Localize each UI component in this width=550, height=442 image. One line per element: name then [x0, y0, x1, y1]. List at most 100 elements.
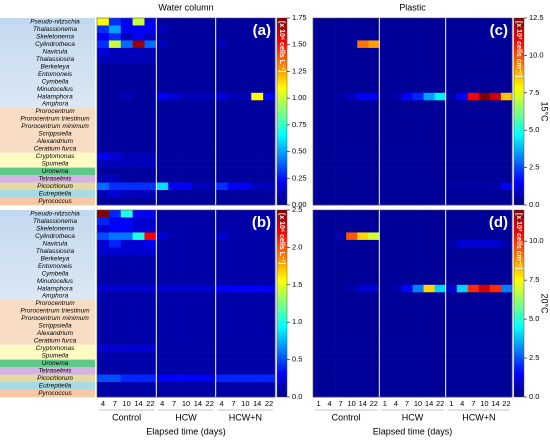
- heat-cell: [97, 329, 110, 338]
- heat-cell: [203, 359, 216, 368]
- x-axis-title: Elapsed time (days): [373, 426, 453, 436]
- heat-cell: [324, 217, 336, 226]
- heat-cell: [379, 145, 391, 153]
- heat-cell: [478, 367, 491, 375]
- heat-cell: [97, 152, 110, 161]
- heat-cell: [500, 115, 513, 124]
- heat-cell: [456, 337, 469, 345]
- heat-cell: [120, 352, 133, 360]
- heat-cell: [423, 47, 435, 56]
- heat-cell: [313, 307, 325, 316]
- heat-cell: [412, 55, 424, 64]
- heat-cell: [191, 329, 205, 338]
- taxon-label: Thalassionema: [33, 218, 77, 225]
- heat-cell: [390, 137, 402, 146]
- taxon-band: [0, 374, 95, 383]
- heat-cell: [120, 337, 133, 345]
- heat-cell: [478, 77, 491, 86]
- heat-cell: [489, 152, 502, 161]
- heat-cell: [357, 122, 369, 131]
- heat-cell: [108, 70, 122, 79]
- heat-cell: [478, 62, 491, 71]
- heat-cell: [203, 210, 216, 218]
- heat-cell: [445, 389, 458, 398]
- heat-cell: [412, 269, 424, 278]
- taxon-band: [0, 107, 95, 116]
- heat-cell: [227, 247, 240, 256]
- heat-cell: [168, 85, 181, 94]
- heat-cell: [456, 167, 469, 176]
- heat-cell: [412, 197, 424, 206]
- heat-cell: [445, 40, 458, 49]
- heat-cell: [227, 77, 240, 86]
- heat-cell: [368, 85, 380, 94]
- heat-cell: [132, 18, 145, 26]
- heat-cell: [401, 62, 413, 71]
- heat-cell: [357, 307, 369, 316]
- heat-cell: [156, 190, 169, 198]
- heat-cell: [168, 70, 181, 79]
- heat-cell: [313, 130, 325, 138]
- heat-cell: [335, 130, 347, 138]
- heat-cell: [390, 145, 402, 153]
- row-title: 15°C: [540, 101, 550, 122]
- heat-cell: [108, 25, 122, 34]
- heat-cell: [434, 62, 446, 71]
- heat-cell: [251, 160, 264, 168]
- heat-cell: [434, 115, 446, 124]
- heat-cell: [108, 277, 122, 286]
- heat-cell: [203, 130, 216, 138]
- taxon-band: [0, 25, 95, 34]
- heat-cell: [335, 307, 347, 316]
- heat-cell: [97, 217, 110, 226]
- heat-cell: [401, 130, 413, 138]
- heat-cell: [346, 314, 358, 323]
- heat-cell: [423, 62, 435, 71]
- heat-cell: [467, 130, 480, 138]
- heat-cell: [500, 92, 513, 101]
- heat-cell: [132, 224, 145, 233]
- heat-cell: [357, 160, 369, 168]
- heat-cell: [500, 277, 513, 286]
- heat-cell: [489, 292, 502, 301]
- heat-cell: [445, 47, 458, 56]
- heat-cell: [379, 269, 391, 278]
- taxon-band: [0, 47, 95, 56]
- heat-cell: [251, 247, 264, 256]
- heat-cell: [335, 160, 347, 168]
- heat-cell: [324, 25, 336, 34]
- taxon-band: [0, 344, 95, 353]
- heat-cell: [263, 337, 276, 345]
- heat-cell: [423, 247, 435, 256]
- heat-cell: [180, 182, 193, 191]
- heat-cell: [132, 77, 145, 86]
- heat-cell: [313, 77, 325, 86]
- heat-cell: [239, 115, 252, 124]
- heat-cell: [180, 55, 193, 64]
- heat-cell: [191, 232, 205, 241]
- heat-cell: [489, 115, 502, 124]
- heat-cell: [324, 262, 336, 271]
- heat-cell: [390, 352, 402, 360]
- heat-cell: [478, 329, 491, 338]
- heat-cell: [434, 352, 446, 360]
- heat-cell: [390, 307, 402, 316]
- heat-cell: [120, 217, 133, 226]
- heat-cell: [489, 382, 502, 390]
- heat-cell: [467, 239, 480, 248]
- heat-cell: [132, 367, 145, 375]
- heat-cell: [500, 307, 513, 316]
- heat-cell: [401, 137, 413, 146]
- heat-cell: [390, 359, 402, 368]
- x-tick-label: 1: [383, 399, 387, 408]
- heat-cell: [346, 284, 358, 293]
- heat-cell: [401, 160, 413, 168]
- heat-cell: [132, 197, 145, 206]
- heat-cell: [203, 262, 216, 271]
- heat-cell: [357, 382, 369, 390]
- heat-cell: [239, 277, 252, 286]
- heat-cell: [313, 292, 325, 301]
- heat-cell: [412, 145, 424, 153]
- heat-cell: [335, 55, 347, 64]
- heat-cell: [357, 210, 369, 218]
